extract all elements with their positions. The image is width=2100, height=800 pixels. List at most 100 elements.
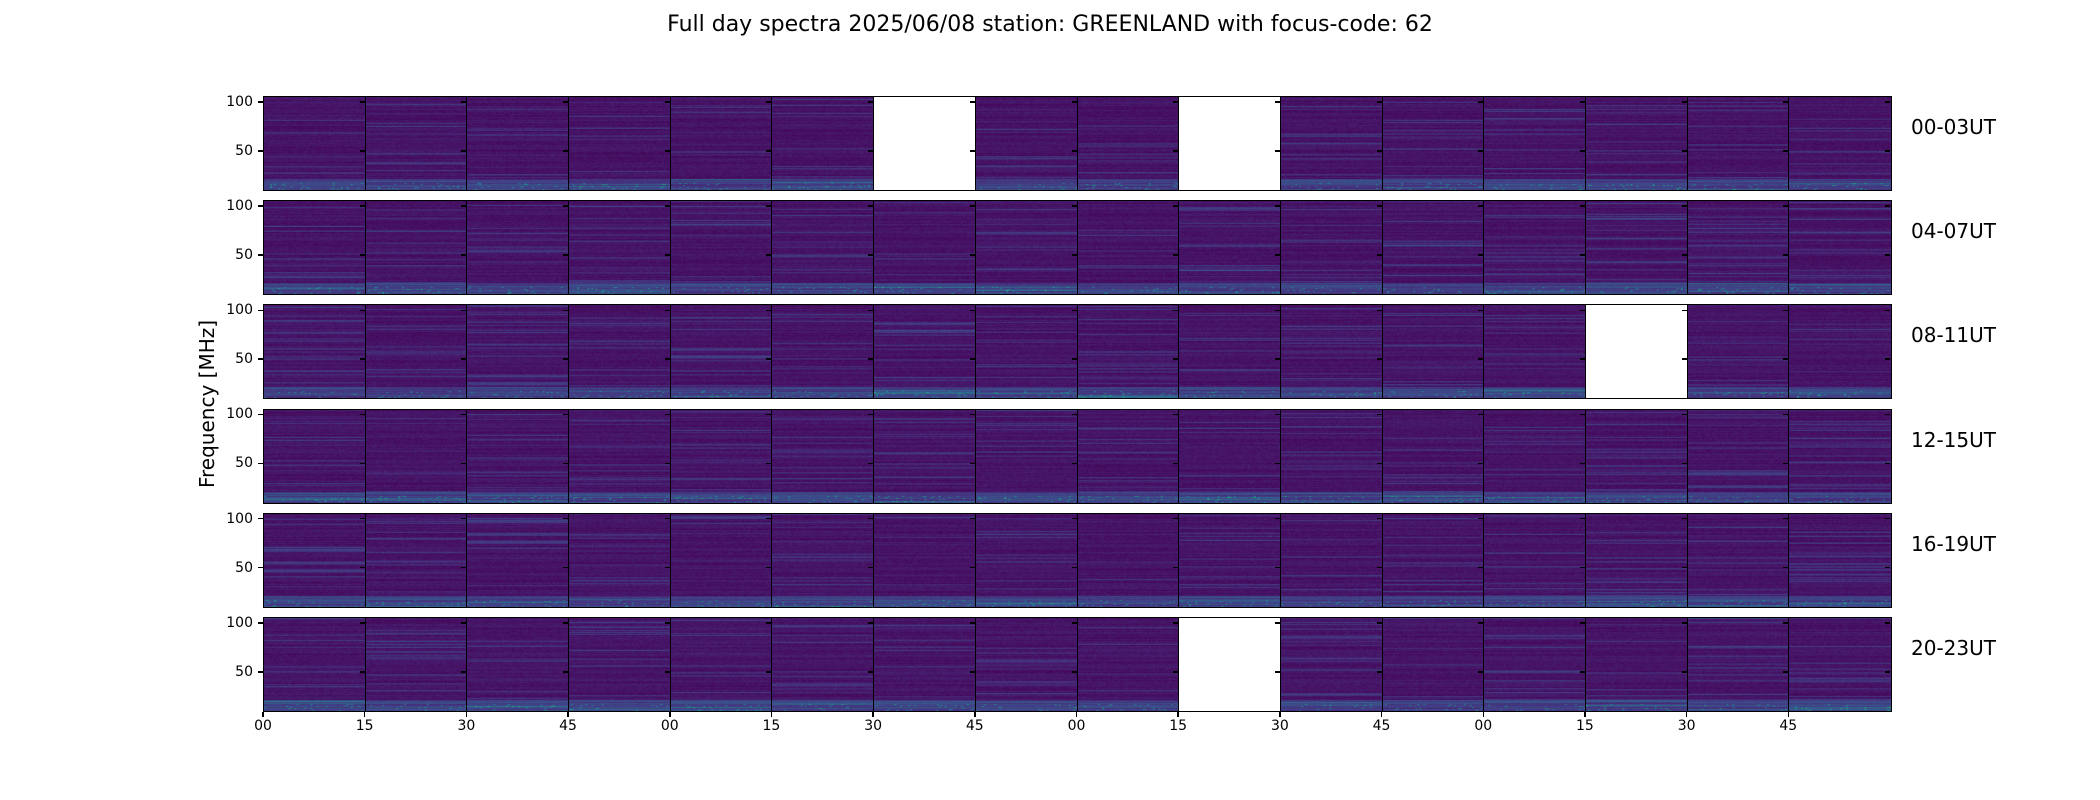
spectrogram-image: [670, 618, 772, 711]
y-tick-mark-inner: [461, 205, 467, 207]
spectrogram-panel: [568, 408, 672, 504]
spectrogram-image: [1280, 305, 1383, 399]
spectrogram-panel: [263, 200, 367, 296]
y-tick-mark-inner: [1173, 150, 1179, 152]
y-tick-mark-inner: [766, 462, 772, 465]
y-tick-mark-inner: [1274, 101, 1280, 103]
x-tick-mark: [1584, 712, 1586, 717]
y-tick-mark-inner: [1173, 254, 1179, 256]
spectrogram-image: [365, 305, 467, 399]
y-tick-mark: [258, 101, 263, 103]
spectrogram-image: [1789, 305, 1891, 399]
spectrogram-image: [569, 513, 671, 607]
spectrogram-panel: [1076, 304, 1180, 400]
y-tick-mark-inner: [1478, 150, 1484, 152]
y-tick-mark-inner: [1071, 413, 1077, 416]
spectrogram-image: [975, 409, 1077, 503]
spectrogram-image: [772, 201, 874, 295]
spectrogram-panel: [568, 200, 672, 296]
spectrogram-image: [772, 97, 874, 190]
y-tick-mark-inner: [1579, 150, 1585, 152]
spectrogram-image: [569, 97, 671, 190]
spectrogram-panel: [1584, 617, 1689, 712]
spectrogram-panel: [364, 304, 468, 400]
y-tick-mark-inner: [1173, 205, 1179, 207]
y-tick-mark-inner: [969, 309, 975, 312]
spectrogram-panel: [364, 617, 468, 712]
y-tick-mark-inner: [1783, 566, 1789, 569]
spectrogram-panel: [568, 617, 672, 712]
y-tick-mark: [258, 671, 263, 673]
spectrogram-image: [1687, 201, 1789, 295]
y-tick-mark-inner: [1478, 205, 1484, 207]
spectrogram-panel: [568, 96, 672, 191]
y-tick-mark-inner: [359, 358, 365, 360]
spectrogram-panel: [364, 408, 468, 504]
spectrogram-image: [874, 513, 976, 607]
spectrogram-panel: [1279, 408, 1384, 504]
spectrogram-panel-empty: [1178, 617, 1282, 712]
y-tick-mark-inner: [1478, 517, 1484, 520]
y-tick-mark: [258, 622, 263, 624]
y-tick-mark-inner: [1681, 101, 1687, 103]
spectrogram-panel: [1381, 200, 1485, 296]
y-tick-mark-inner: [1071, 622, 1077, 624]
y-tick-mark-inner: [1579, 566, 1585, 569]
y-tick-mark-inner: [1478, 622, 1484, 624]
y-tick-mark-inner: [461, 101, 467, 103]
y-tick-mark-inner: [1376, 309, 1382, 312]
y-tick-mark-inner: [359, 205, 365, 207]
y-tick-mark-inner: [766, 205, 772, 207]
spectrogram-image: [1789, 201, 1891, 295]
y-tick-mark-inner: [664, 254, 670, 256]
y-tick-label: 100: [226, 406, 253, 423]
y-tick-mark-inner: [868, 462, 874, 465]
x-tick-mark: [974, 712, 976, 717]
spectrogram-panel: [771, 200, 875, 296]
y-tick-mark-inner: [1579, 101, 1585, 103]
y-tick-mark-inner: [766, 413, 772, 416]
y-tick-mark-inner: [1885, 205, 1890, 207]
y-tick-mark-inner: [868, 309, 874, 312]
spectrogram-panel: [1279, 200, 1384, 296]
y-tick-mark-inner: [1783, 517, 1789, 520]
spectrogram-panel: [568, 512, 672, 608]
spectrogram-image: [772, 305, 874, 399]
spectrogram-panel: [669, 617, 773, 712]
x-tick-mark: [770, 712, 773, 717]
spectrogram-image: [467, 513, 569, 607]
spectrogram-image: [975, 97, 1077, 190]
spectrogram-panel: [568, 304, 672, 400]
spectrogram-panel: [669, 304, 773, 400]
y-tick-mark-inner: [868, 205, 874, 207]
spectrogram-image: [975, 513, 1077, 607]
y-tick-mark-inner: [563, 671, 569, 673]
y-tick-mark-inner: [1173, 413, 1179, 416]
spectrogram-image: [467, 97, 569, 190]
spectrogram-image: [365, 97, 467, 190]
y-tick-mark-inner: [1885, 309, 1890, 312]
spectrogram-image: [1280, 97, 1383, 190]
y-tick-mark: [258, 254, 263, 256]
y-tick-mark-inner: [1274, 413, 1280, 416]
spectrogram-panel: [873, 304, 977, 400]
spectrogram-image: [1484, 409, 1586, 503]
y-tick-mark-inner: [1071, 566, 1077, 569]
y-tick-mark-inner: [1579, 205, 1585, 207]
y-tick-mark-inner: [1274, 150, 1280, 152]
spectrogram-image: [569, 409, 671, 503]
spectrogram-image: [1280, 618, 1383, 711]
spectrogram-panel-empty: [873, 96, 977, 191]
y-tick-mark-inner: [1274, 622, 1280, 624]
y-tick-mark-inner: [868, 101, 874, 103]
spectrogram-image: [1077, 409, 1179, 503]
y-tick-mark: [258, 566, 263, 569]
y-tick-mark-inner: [461, 254, 467, 256]
spectrogram-panel: [1279, 304, 1384, 400]
spectrogram-image: [772, 513, 874, 607]
spectrogram-panel: [1788, 200, 1892, 296]
spectrogram-panel: [1483, 617, 1587, 712]
spectrogram-panel: [771, 96, 875, 191]
y-tick-mark-inner: [1376, 413, 1382, 416]
